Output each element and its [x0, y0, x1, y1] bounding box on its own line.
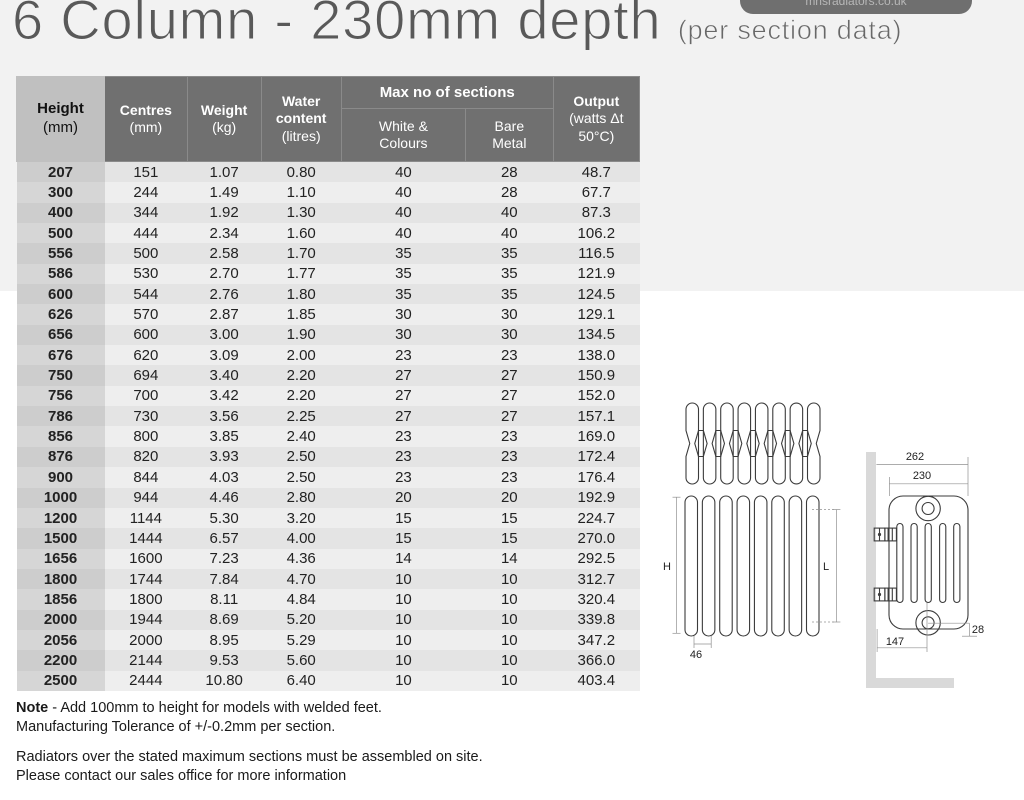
svg-text:262: 262 — [906, 451, 924, 463]
svg-text:H: H — [663, 561, 671, 573]
svg-text:L: L — [823, 561, 829, 573]
svg-text:28: 28 — [972, 624, 984, 636]
svg-text:46: 46 — [690, 649, 702, 661]
svg-text:147: 147 — [886, 636, 904, 648]
svg-text:230: 230 — [913, 470, 931, 482]
